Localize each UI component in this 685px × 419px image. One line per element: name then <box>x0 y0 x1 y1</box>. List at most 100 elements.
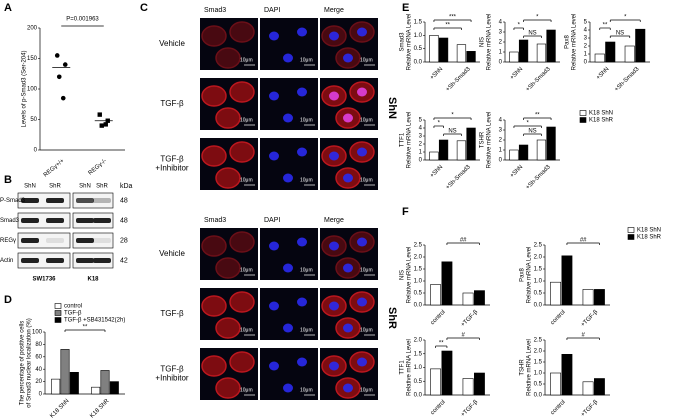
scale-label: 10μm <box>240 117 253 123</box>
y-axis-label: The percentage of positive cells <box>20 321 26 405</box>
point <box>62 62 68 67</box>
nucleus <box>297 27 307 37</box>
y-tick-label: 4 <box>499 118 503 124</box>
legend-label: TGF-β <box>64 311 82 317</box>
y-tick-label: 0 <box>584 60 588 66</box>
bar <box>91 386 101 395</box>
bar <box>536 139 547 161</box>
y-tick-label: 50 <box>30 117 37 123</box>
scale-label: 10μm <box>360 387 373 393</box>
bar <box>561 255 573 306</box>
group-label: ShR <box>386 307 398 329</box>
x-tick-label: +Sh-Smad3 <box>525 66 552 93</box>
y-tick-label: 3 <box>499 128 503 134</box>
scale-label: 10μm <box>300 57 313 63</box>
y-axis-label: TTF1 <box>400 360 406 375</box>
bar <box>51 378 61 395</box>
bar <box>60 349 70 395</box>
annotation: * <box>518 23 521 29</box>
annotation: ** <box>439 341 444 347</box>
bar <box>429 151 439 161</box>
y-tick-label: 0 <box>419 158 423 164</box>
legend-label: K18 ShN <box>637 228 661 234</box>
y-axis-label: Levels of p-Smad3 (Ser-204) <box>22 50 28 127</box>
blot-kda: 28 <box>120 237 128 244</box>
row-label: TGF-β <box>160 365 184 374</box>
band <box>21 218 39 223</box>
cell <box>215 257 241 279</box>
cell-line: K18 <box>87 277 99 283</box>
legend-swatch <box>579 117 587 123</box>
band <box>76 238 94 243</box>
y-tick-label: 0.0 <box>414 303 423 309</box>
x-tick-label: REGγ+/+ <box>43 158 66 179</box>
scale-label: 10μm <box>360 327 373 333</box>
nucleus <box>297 87 307 97</box>
column-header: DAPI <box>264 217 280 224</box>
scale-label: 10μm <box>300 387 313 393</box>
point <box>56 74 62 80</box>
legend-swatch <box>54 317 62 323</box>
y-tick-label: 1 <box>584 52 588 58</box>
bar <box>546 126 556 161</box>
nucleus <box>283 173 293 183</box>
annotation: NS <box>448 129 456 135</box>
bar <box>582 289 594 306</box>
y-tick-label: 1.5 <box>534 360 543 366</box>
cell <box>229 81 255 103</box>
legend-swatch <box>627 234 635 240</box>
scale-label: 10μm <box>300 177 313 183</box>
nucleus <box>283 263 293 273</box>
y-tick-label: 0.5 <box>534 291 543 297</box>
y-tick-label: 3 <box>499 30 503 36</box>
nucleus <box>269 151 279 161</box>
scale-label: 10μm <box>360 57 373 63</box>
y-tick-label: 1 <box>419 150 423 156</box>
nucleus <box>269 91 279 101</box>
lane-label: ShN <box>79 184 91 190</box>
annotation: NS <box>616 31 624 37</box>
band <box>76 258 94 263</box>
annotation: ## <box>580 238 587 244</box>
y-axis-label: Relative mRNA Level <box>407 112 413 169</box>
nucleus <box>343 383 353 393</box>
legend-swatch <box>54 310 62 316</box>
annotation: NS <box>528 31 536 37</box>
bar <box>624 45 635 63</box>
bar <box>441 350 453 396</box>
bar <box>441 261 453 306</box>
nucleus <box>357 357 367 367</box>
lane-label: ShR <box>96 184 108 190</box>
y-tick-label: 200 <box>27 26 38 32</box>
x-tick-label: +ShN <box>429 66 444 81</box>
y-axis-label: Relative mRNA Level <box>487 14 493 71</box>
bar <box>466 127 476 161</box>
bar <box>438 139 449 161</box>
bar <box>456 44 467 63</box>
scale-label: 10μm <box>360 267 373 273</box>
bar <box>509 149 519 161</box>
scale-label: 10μm <box>240 177 253 183</box>
cell <box>229 231 255 253</box>
point <box>103 122 108 127</box>
y-tick-label: 150 <box>27 56 38 62</box>
nucleus <box>343 323 353 333</box>
bar <box>462 292 474 306</box>
bar <box>100 370 110 395</box>
nucleus <box>343 53 353 63</box>
legend-label: TGF-β +SB431542(2h) <box>64 318 125 324</box>
annotation: * <box>438 121 441 127</box>
cell <box>201 85 227 107</box>
y-tick-label: 80 <box>35 342 42 348</box>
y-tick-label: 1.5 <box>414 351 423 357</box>
point <box>97 112 102 117</box>
x-tick-label: +ShN <box>596 66 611 81</box>
scale-label: 10μm <box>360 117 373 123</box>
nucleus <box>343 113 353 123</box>
panel-label: C <box>140 2 148 14</box>
blot-box <box>17 232 71 249</box>
scale-label: 10μm <box>300 117 313 123</box>
column-header: Merge <box>324 7 344 14</box>
scale-label: 10μm <box>360 177 373 183</box>
band <box>21 258 39 263</box>
